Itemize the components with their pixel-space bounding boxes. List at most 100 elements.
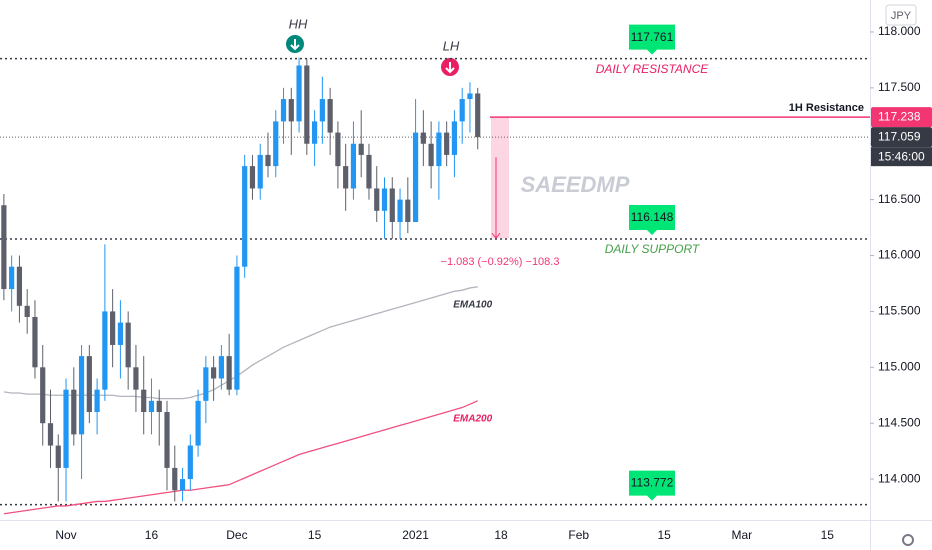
candle-body: [374, 188, 380, 211]
candle-body: [358, 143, 364, 155]
candle-body: [164, 412, 170, 468]
candle-body: [172, 467, 178, 491]
level-label: DAILY RESISTANCE: [596, 62, 709, 76]
x-tick-label: 2021: [402, 528, 429, 542]
candle-body: [459, 99, 465, 122]
candle-body: [78, 356, 85, 435]
candle-body: [350, 143, 357, 189]
candle-body: [218, 356, 224, 379]
measure-label: −1.083 (−0.92%) −108.3: [441, 256, 560, 268]
y-tick-label: 114.500: [878, 415, 921, 429]
candle-body: [242, 166, 248, 267]
candle-body: [133, 367, 139, 390]
hh-label: HH: [289, 16, 308, 31]
lh-label: LH: [443, 38, 460, 53]
level-tag: [629, 24, 675, 55]
candle-body: [475, 93, 481, 138]
candle-body: [288, 99, 294, 122]
candle-body: [63, 389, 69, 468]
candle-body: [420, 132, 426, 144]
candle-body: [117, 322, 124, 345]
candle-body: [265, 154, 271, 167]
x-tick-label: Nov: [55, 528, 76, 542]
resistance-tag: [871, 107, 932, 128]
candle-body: [179, 479, 186, 491]
candle-body: [296, 65, 302, 122]
currency: JPY: [891, 10, 912, 22]
x-tick-label: 15: [657, 528, 671, 542]
candle-body: [327, 99, 333, 133]
measure-arrow-head: [491, 232, 501, 240]
level-label: DAILY SUPPORT: [605, 242, 701, 256]
resistance-label: 1H Resistance: [789, 102, 864, 114]
ema-label: EMA200: [453, 413, 492, 424]
ema-label: EMA100: [453, 299, 492, 310]
y-tick-label: 114.000: [878, 471, 921, 485]
ema-line: [3, 400, 478, 515]
x-tick-label: Mar: [731, 528, 752, 542]
candle-body: [335, 132, 341, 167]
candle-body: [311, 121, 318, 144]
candle-body: [110, 311, 116, 345]
candle-body: [195, 400, 201, 446]
candle-body: [16, 266, 23, 306]
candle-body: [249, 166, 256, 189]
level-tag: [629, 204, 675, 235]
candle-body: [55, 445, 61, 468]
level-tag-label: 113.772: [631, 476, 674, 490]
currency-box[interactable]: [885, 4, 917, 26]
level-tag-label: 117.761: [631, 30, 674, 44]
x-tick-label: 15: [821, 528, 835, 542]
gear[interactable]: [902, 534, 914, 546]
candle-body: [257, 154, 263, 189]
candle-body: [273, 121, 279, 167]
candle-body: [148, 400, 155, 413]
candle-body: [156, 400, 162, 413]
candle-body: [304, 65, 310, 144]
x-tick-label: 18: [494, 528, 508, 542]
candle-body: [444, 132, 450, 155]
last-price-label: 117.059: [878, 129, 921, 143]
resistance-tag-label: 117.238: [878, 109, 921, 123]
candle-body: [319, 99, 325, 122]
x-tick-label: 16: [145, 528, 159, 542]
settings-icon[interactable]: [902, 534, 914, 546]
candle-body: [405, 199, 411, 222]
candle-body: [211, 367, 217, 379]
candle-body: [428, 143, 434, 167]
candle-body: [467, 93, 473, 100]
candle-body: [397, 199, 403, 222]
last-price-tag: [871, 127, 932, 148]
candle-body: [1, 205, 7, 290]
candle-body: [32, 317, 38, 368]
candle-body: [187, 445, 193, 480]
countdown-label: 15:46:00: [878, 149, 925, 163]
candle-body: [125, 322, 131, 368]
lh-arrow: [445, 62, 455, 74]
measure-area: [491, 117, 509, 239]
candle-body: [412, 132, 419, 222]
candle-body: [47, 423, 54, 446]
candle-body: [436, 132, 442, 167]
candle-body: [280, 99, 287, 122]
candle-body: [24, 305, 30, 318]
candle-body: [226, 356, 232, 390]
level-tag: [629, 470, 675, 501]
y-tick-label: 116.000: [878, 248, 921, 262]
hh-arrow: [290, 39, 300, 51]
y-tick-label: 117.500: [878, 80, 921, 94]
candle-body: [102, 311, 108, 390]
level-tag-label: 116.148: [631, 210, 674, 224]
watermark: SAEEDMP: [521, 172, 630, 197]
candle-body: [86, 356, 92, 413]
x-tick-label: 15: [308, 528, 322, 542]
candle-body: [381, 188, 388, 211]
candle-body: [203, 367, 209, 401]
y-tick-label: 116.500: [878, 192, 921, 206]
candle-body: [389, 188, 395, 222]
candle-body: [366, 154, 372, 189]
candle-body: [451, 121, 458, 155]
candle-body: [40, 367, 46, 424]
